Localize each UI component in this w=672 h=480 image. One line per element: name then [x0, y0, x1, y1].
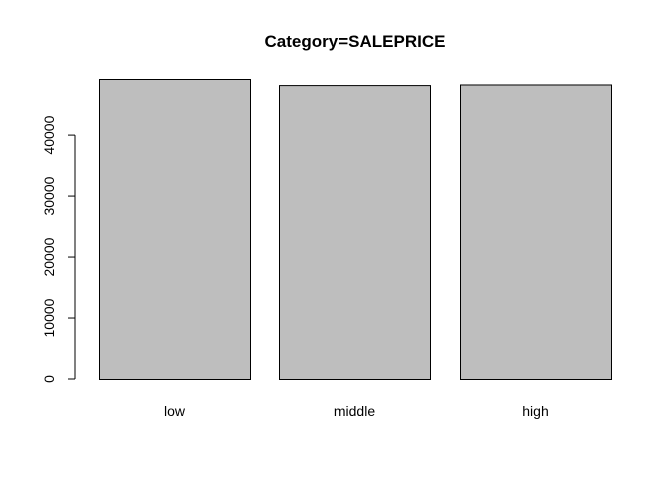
y-tick-label: 40000: [41, 115, 57, 154]
y-tick-label: 0: [41, 375, 57, 383]
x-category-label: low: [164, 403, 186, 419]
x-axis-labels: low middle high: [164, 403, 549, 419]
bars: [99, 79, 612, 381]
y-axis: 0 10000 20000 30000 40000: [41, 115, 76, 383]
y-tick-label: 20000: [41, 237, 57, 276]
bar-middle: [279, 85, 431, 380]
y-tick-label: 30000: [41, 176, 57, 215]
chart-title: Category=SALEPRICE: [265, 32, 446, 51]
y-tick-label: 10000: [41, 298, 57, 337]
bar-low: [99, 79, 251, 380]
x-category-label: high: [522, 403, 548, 419]
x-category-label: middle: [334, 403, 375, 419]
bar-high: [460, 84, 612, 381]
